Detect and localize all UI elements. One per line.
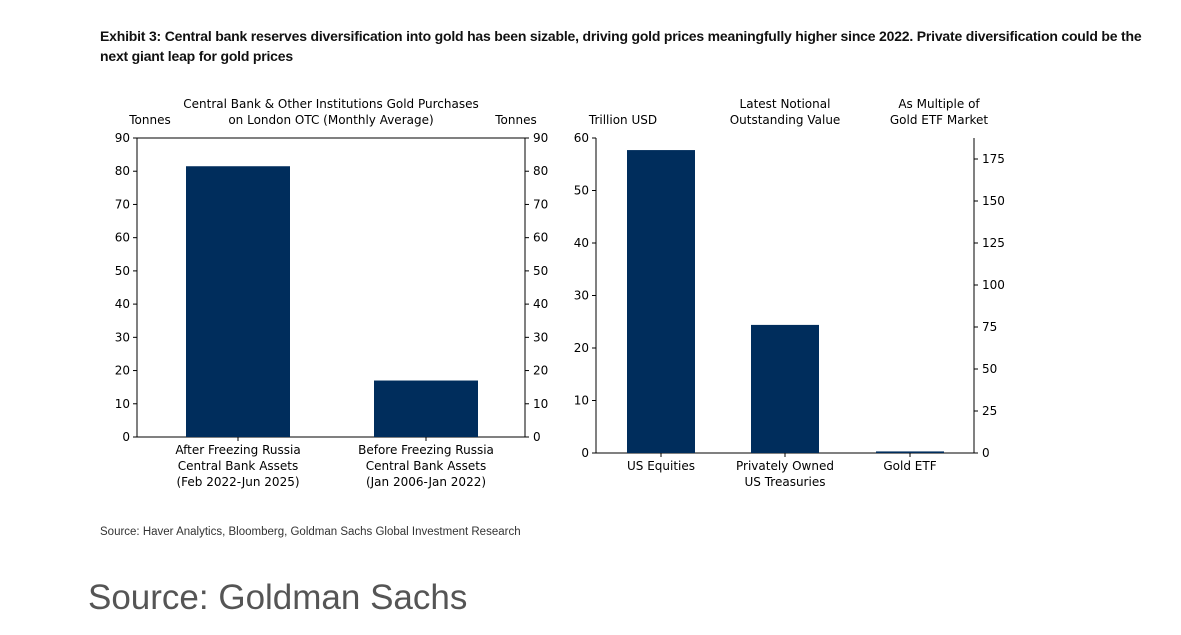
y-tick-label-left: 20 — [115, 364, 130, 378]
bar — [751, 324, 819, 453]
y-tick-label-left: 50 — [115, 264, 130, 278]
plot-frame — [136, 137, 526, 438]
x-tick-label: After Freezing Russia Central Bank Assets… — [175, 443, 300, 489]
y-tick-label-right: 80 — [533, 164, 548, 178]
chart-right: 0 10 20 30 40 50 60 0 25 50 75 100 125 150 175 US Equit… — [574, 97, 1005, 489]
y-tick-label-left: 50 — [574, 184, 589, 198]
y-tick-label-left: 20 — [574, 341, 589, 355]
chart-title: Exhibit 3: Central bank reserves diversi… — [100, 28, 1142, 64]
y-tick-label-left: 80 — [115, 164, 130, 178]
y-tick-label-right: 175 — [982, 152, 1005, 166]
x-tick-label: Before Freezing Russia Central Bank Asset… — [358, 443, 494, 489]
y-tick-label-right: 40 — [533, 297, 548, 311]
y-tick-label-right: 100 — [982, 278, 1005, 292]
chart-title-right: As Multiple of Gold ETF Market — [890, 97, 989, 127]
bar — [627, 150, 695, 453]
y-tick-label-right: 70 — [533, 197, 548, 211]
y-tick-label-left: 30 — [574, 289, 589, 303]
bar — [374, 380, 478, 437]
footer-caption: Source: Goldman Sachs — [88, 578, 468, 617]
y-tick-label-left: 0 — [581, 446, 589, 460]
y-tick-label-right: 125 — [982, 236, 1005, 250]
x-tick-label: Gold ETF — [883, 459, 936, 473]
bar — [876, 451, 944, 453]
y-tick-label-left: 60 — [115, 231, 130, 245]
y-tick-label-left: 90 — [115, 131, 130, 145]
y-tick-label-right: 50 — [982, 362, 997, 376]
bar — [186, 166, 290, 437]
y-tick-label-left: 40 — [574, 236, 589, 250]
y-tick-label-right: 90 — [533, 131, 548, 145]
y-axis-label-right: Tonnes — [494, 113, 536, 127]
y-tick-label-right: 0 — [982, 446, 990, 460]
y-axis-label-left: Tonnes — [128, 113, 170, 127]
x-tick-label: US Equities — [627, 459, 695, 473]
chart-title-left: Latest Notional Outstanding Value — [730, 97, 841, 127]
y-tick-label-right: 150 — [982, 194, 1005, 208]
y-tick-label-left: 0 — [122, 430, 130, 444]
chart-left: 0 0 10 10 20 20 30 30 40 40 50 50 60 60 70 70 80 80 90 90 Af… — [115, 97, 549, 489]
y-tick-label-left: 30 — [115, 330, 130, 344]
chart-title: Central Bank & Other Institutions Gold P… — [183, 97, 478, 127]
y-axis-label-left: Trillion USD — [588, 113, 657, 127]
y-tick-label-right: 60 — [533, 231, 548, 245]
y-tick-label-left: 10 — [115, 397, 130, 411]
y-tick-label-left: 70 — [115, 197, 130, 211]
y-tick-label-left: 10 — [574, 394, 589, 408]
y-tick-label-right: 75 — [982, 320, 997, 334]
y-tick-label-right: 30 — [533, 330, 548, 344]
y-tick-label-right: 10 — [533, 397, 548, 411]
y-tick-label-right: 25 — [982, 404, 997, 418]
y-tick-label-left: 40 — [115, 297, 130, 311]
y-tick-label-left: 60 — [574, 131, 589, 145]
x-tick-label: Privately Owned US Treasuries — [736, 459, 834, 489]
y-tick-label-right: 0 — [533, 430, 541, 444]
source-note: Source: Haver Analytics, Bloomberg, Gold… — [100, 526, 521, 538]
y-tick-label-right: 50 — [533, 264, 548, 278]
y-tick-label-right: 20 — [533, 364, 548, 378]
